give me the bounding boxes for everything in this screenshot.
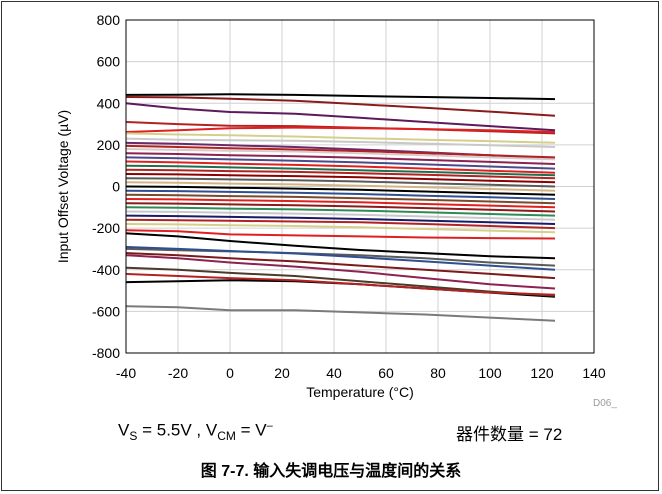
- series-line-18: [125, 181, 556, 192]
- series-line-34: [125, 254, 556, 290]
- x-tick-label: 40: [326, 365, 342, 381]
- series-line-25: [125, 210, 556, 221]
- vcm-symbol: V: [205, 420, 218, 440]
- x-tick-label: -40: [116, 365, 136, 381]
- y-tick-label: 600: [97, 54, 121, 70]
- vs-symbol: V: [118, 420, 130, 440]
- series-line-20: [125, 189, 556, 200]
- series-line-16: [125, 173, 556, 184]
- supply-condition: VS = 5.5V , VCM = V–: [118, 420, 273, 443]
- vcm-value: = V: [235, 420, 267, 440]
- series-line-28: [125, 223, 556, 234]
- y-tick-label: 200: [97, 137, 121, 153]
- vs-subscript: S: [129, 429, 138, 444]
- x-tick-label: 100: [478, 365, 502, 381]
- y-tick-label: -200: [92, 220, 120, 236]
- series-line-38: [125, 305, 556, 322]
- y-tick-label: 0: [112, 179, 120, 195]
- x-tick-label: 60: [378, 365, 394, 381]
- series-line-3: [125, 102, 556, 132]
- y-tick-label: -800: [92, 345, 120, 361]
- series-line-13: [125, 160, 556, 174]
- series-line-2: [125, 96, 556, 117]
- series-line-23: [125, 202, 556, 213]
- device-count: 器件数量 = 72: [456, 425, 563, 444]
- series-line-27: [125, 218, 556, 230]
- offset-voltage-chart: -40 -20 0 20 40 60 80 100 120 140-800-600-400-200…: [55, 12, 617, 409]
- series-line-9: [125, 144, 556, 159]
- vcm-superscript: –: [266, 420, 273, 432]
- x-tick-label: 20: [274, 365, 290, 381]
- vs-value: = 5.5V ,: [137, 420, 202, 440]
- series-line-15: [125, 168, 556, 180]
- series-line-7: [125, 137, 556, 148]
- series-line-22: [125, 198, 556, 209]
- x-tick-label: 120: [530, 365, 554, 381]
- figure-watermark: D06_: [593, 398, 617, 409]
- y-tick-label: 400: [97, 95, 121, 111]
- series-line-12: [125, 156, 556, 170]
- figure-caption: 图 7-7. 输入失调电压与温度间的关系: [200, 463, 462, 480]
- tick-layer: -40 -20 0 20 40 60 80 100 120 140-800-600-400-200…: [92, 12, 606, 381]
- series-line-31: [125, 247, 556, 267]
- x-tick-label: -20: [168, 365, 188, 381]
- y-axis-title: Input Offset Voltage (µV): [55, 110, 71, 263]
- y-tick-label: -600: [92, 303, 120, 319]
- series-line-33: [125, 252, 556, 280]
- series-line-29: [125, 232, 556, 260]
- x-tick-label: 140: [582, 365, 606, 381]
- series-line-6: [125, 132, 556, 144]
- series-line-32: [125, 245, 556, 271]
- series-line-36: [125, 266, 556, 297]
- vcm-subscript: CM: [217, 429, 236, 444]
- series-layer: [125, 93, 556, 322]
- series-line-14: [125, 164, 556, 177]
- series-line-5: [125, 126, 556, 133]
- series-line-11: [125, 152, 556, 165]
- series-line-1: [125, 93, 556, 101]
- series-line-10: [125, 148, 556, 161]
- series-line-21: [125, 193, 556, 205]
- series-line-26: [125, 214, 556, 225]
- series-line-19: [125, 185, 556, 196]
- x-tick-label: 80: [430, 365, 446, 381]
- series-line-24: [125, 206, 556, 217]
- series-line-30: [125, 229, 556, 240]
- y-tick-label: 800: [97, 12, 121, 28]
- series-line-37: [125, 272, 556, 296]
- x-axis-title: Temperature (°C): [306, 384, 414, 400]
- plot-area-border: [125, 19, 595, 354]
- x-tick-label: 0: [226, 365, 234, 381]
- series-line-17: [125, 177, 556, 188]
- y-tick-label: -400: [92, 262, 120, 278]
